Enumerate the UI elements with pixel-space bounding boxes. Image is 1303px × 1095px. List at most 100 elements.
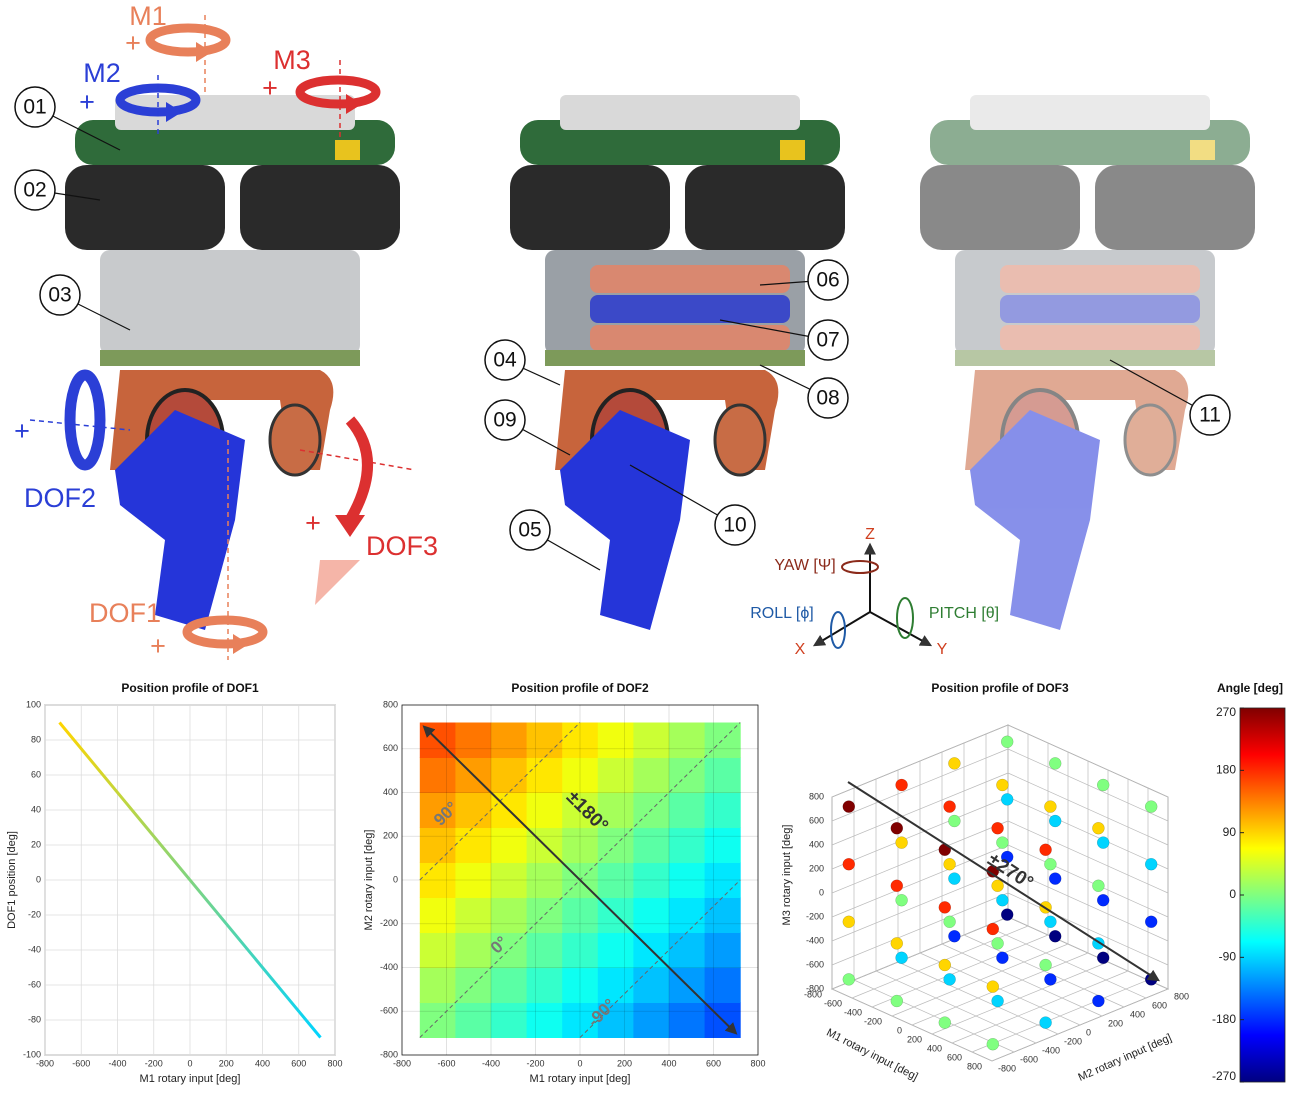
- y-tick-label: 80: [31, 734, 41, 744]
- illustration: M1M2M3DOF1DOF2DOF3++++++0102030405060708…: [14, 1, 1255, 661]
- x-tick-label: -600: [824, 998, 842, 1008]
- motor-label: M1: [129, 1, 167, 31]
- heatmap-cell: [527, 968, 563, 1004]
- point: [1044, 916, 1056, 928]
- y-tick-label: -800: [380, 1049, 398, 1059]
- motor: [1095, 165, 1255, 250]
- dof-label: DOF2: [24, 483, 96, 513]
- part-number: 10: [723, 514, 746, 537]
- z-tick-label: 200: [809, 863, 824, 873]
- y-tick-label: 40: [31, 804, 41, 814]
- assembly: [65, 95, 400, 630]
- point: [987, 981, 999, 993]
- heatmap-cell: [705, 828, 741, 864]
- point: [944, 973, 956, 985]
- colorbar-tick-label: -90: [1219, 950, 1237, 964]
- z-axis-label: M3 rotary input [deg]: [781, 825, 793, 926]
- x-axis-label: M1 rotary input [deg]: [824, 1027, 919, 1083]
- point: [1097, 779, 1109, 791]
- heatmap-cell: [455, 933, 491, 969]
- z-tick-label: -400: [806, 935, 824, 945]
- x-tick-label: -800: [36, 1058, 54, 1068]
- point: [843, 916, 855, 928]
- colorbar-tick-label: 90: [1223, 825, 1237, 839]
- point: [1044, 858, 1056, 870]
- bearing: [1125, 405, 1175, 475]
- part-number: 06: [816, 269, 839, 292]
- heatmap-cell: [633, 723, 669, 759]
- heatmap-cell: [491, 898, 527, 934]
- y-tick-label: -100: [23, 1049, 41, 1059]
- part-number: 02: [23, 179, 46, 202]
- part-number: 09: [493, 409, 516, 432]
- gear: [1000, 265, 1200, 293]
- plus-sign: +: [305, 508, 321, 538]
- frame-rot: [831, 612, 845, 648]
- chart-title: Position profile of DOF2: [511, 681, 649, 695]
- point: [1040, 959, 1052, 971]
- motor-label: M3: [273, 45, 311, 75]
- ring: [955, 350, 1215, 366]
- heatmap-cell: [669, 898, 705, 934]
- point: [1145, 916, 1157, 928]
- motor: [240, 165, 400, 250]
- x-tick-label: 0: [897, 1025, 902, 1035]
- part-number: 04: [493, 349, 517, 372]
- rotation-arrow: [187, 620, 263, 644]
- x-tick-label: 800: [327, 1058, 342, 1068]
- assembly: [920, 95, 1255, 630]
- x-tick-label: 0: [187, 1058, 192, 1068]
- point: [996, 894, 1008, 906]
- x-axis-label: M1 rotary input [deg]: [530, 1073, 631, 1085]
- motor-label: M2: [83, 58, 121, 88]
- heatmap-cell: [491, 828, 527, 864]
- x-tick-label: -200: [864, 1016, 882, 1026]
- heatmap-cell: [598, 758, 634, 794]
- plus-sign: +: [14, 416, 30, 446]
- heatmap-cell: [669, 723, 705, 759]
- z-tick-label: 600: [809, 815, 824, 825]
- point: [843, 973, 855, 985]
- y-tick-label: 400: [383, 787, 398, 797]
- motor: [510, 165, 670, 250]
- x-tick-label: 0: [577, 1058, 582, 1068]
- x-axis-label: M1 rotary input [deg]: [140, 1073, 241, 1085]
- colorbar-tick-label: -270: [1212, 1069, 1236, 1083]
- point: [891, 937, 903, 949]
- plus-sign: +: [262, 73, 278, 103]
- point: [843, 858, 855, 870]
- heatmap-cell: [420, 933, 456, 969]
- point: [1092, 880, 1104, 892]
- y-tick-label: -400: [380, 962, 398, 972]
- y-tick-label: -20: [28, 909, 41, 919]
- connector: [335, 140, 360, 160]
- part-number: 11: [1199, 404, 1221, 427]
- point: [896, 779, 908, 791]
- gear: [1000, 295, 1200, 323]
- colorbar-tick-label: -180: [1212, 1012, 1236, 1026]
- heatmap-cell: [491, 968, 527, 1004]
- rotation-arrow: [350, 420, 368, 520]
- point: [1092, 995, 1104, 1007]
- heatmap-cell: [633, 758, 669, 794]
- point: [1092, 822, 1104, 834]
- point: [987, 1038, 999, 1050]
- y-tick-label: -400: [1042, 1045, 1060, 1055]
- heatmap-cell: [633, 968, 669, 1004]
- heatmap-cell: [455, 828, 491, 864]
- point: [843, 801, 855, 813]
- z-tick-label: 0: [819, 887, 824, 897]
- point: [948, 873, 960, 885]
- point: [896, 894, 908, 906]
- frame-label: X: [795, 641, 806, 658]
- x-tick-label: 200: [907, 1034, 922, 1044]
- heatmap-cell: [705, 758, 741, 794]
- y-tick-label: 60: [31, 769, 41, 779]
- heatmap-cell: [633, 1003, 669, 1039]
- heatmap-cell: [598, 933, 634, 969]
- frame-label: Z: [865, 526, 875, 543]
- point: [896, 952, 908, 964]
- point: [1145, 858, 1157, 870]
- point: [891, 822, 903, 834]
- heatmap-cell: [491, 758, 527, 794]
